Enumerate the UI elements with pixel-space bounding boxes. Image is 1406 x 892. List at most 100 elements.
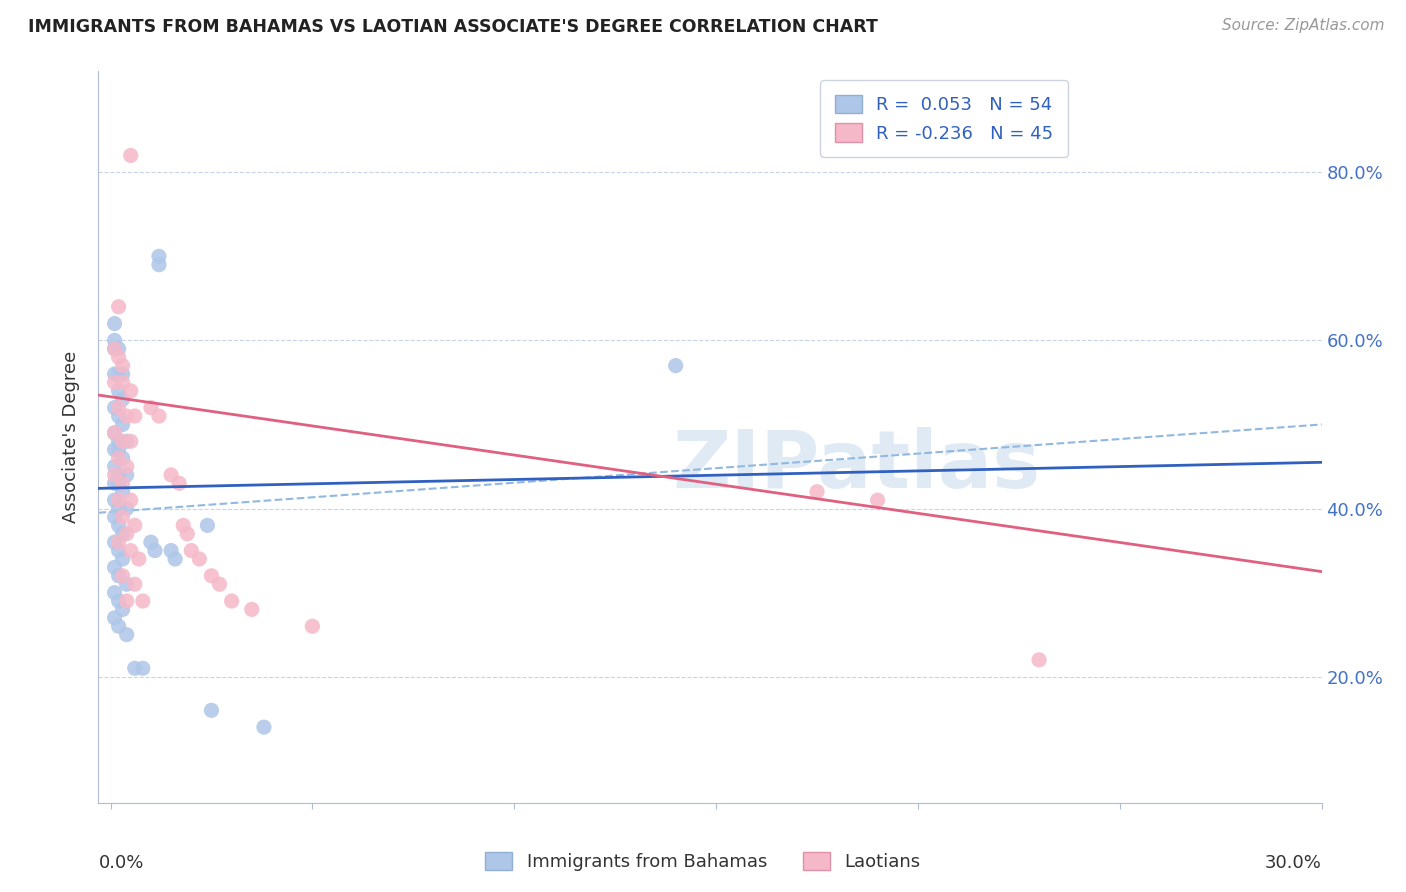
- Point: [866, 493, 889, 508]
- Point: [197, 518, 219, 533]
- Point: [176, 526, 198, 541]
- Point: [120, 434, 142, 449]
- Point: [120, 493, 142, 508]
- Text: Source: ZipAtlas.com: Source: ZipAtlas.com: [1222, 18, 1385, 33]
- Point: [240, 602, 263, 616]
- Point: [139, 535, 162, 549]
- Point: [124, 661, 146, 675]
- Point: [107, 442, 129, 457]
- Point: [103, 317, 125, 331]
- Point: [107, 619, 129, 633]
- Point: [111, 476, 134, 491]
- Text: ZIPatlas: ZIPatlas: [672, 427, 1040, 506]
- Point: [115, 526, 138, 541]
- Text: 0.0%: 0.0%: [98, 854, 143, 872]
- Point: [107, 569, 129, 583]
- Point: [111, 417, 134, 432]
- Point: [180, 543, 202, 558]
- Legend: Immigrants from Bahamas, Laotians: Immigrants from Bahamas, Laotians: [478, 845, 928, 879]
- Point: [115, 594, 138, 608]
- Point: [107, 501, 129, 516]
- Point: [103, 611, 125, 625]
- Point: [301, 619, 323, 633]
- Point: [103, 585, 125, 599]
- Point: [111, 552, 134, 566]
- Point: [107, 409, 129, 423]
- Point: [107, 350, 129, 364]
- Point: [200, 703, 222, 717]
- Point: [132, 594, 155, 608]
- Point: [103, 493, 125, 508]
- Point: [111, 569, 134, 583]
- Point: [132, 661, 155, 675]
- Point: [107, 594, 129, 608]
- Point: [103, 401, 125, 415]
- Point: [208, 577, 231, 591]
- Point: [107, 367, 129, 381]
- Point: [103, 535, 125, 549]
- Point: [172, 518, 194, 533]
- Point: [148, 258, 170, 272]
- Point: [124, 577, 146, 591]
- Point: [107, 543, 129, 558]
- Legend: R =  0.053   N = 54, R = -0.236   N = 45: R = 0.053 N = 54, R = -0.236 N = 45: [821, 80, 1069, 157]
- Point: [103, 342, 125, 356]
- Point: [107, 518, 129, 533]
- Point: [115, 467, 138, 482]
- Point: [806, 484, 828, 499]
- Point: [103, 442, 125, 457]
- Point: [107, 434, 129, 449]
- Text: 30.0%: 30.0%: [1265, 854, 1322, 872]
- Point: [111, 434, 134, 449]
- Point: [111, 359, 134, 373]
- Point: [103, 376, 125, 390]
- Point: [103, 425, 125, 440]
- Point: [167, 476, 190, 491]
- Point: [111, 484, 134, 499]
- Point: [115, 409, 138, 423]
- Point: [107, 342, 129, 356]
- Point: [188, 552, 211, 566]
- Point: [253, 720, 276, 734]
- Point: [115, 501, 138, 516]
- Point: [200, 569, 222, 583]
- Point: [107, 300, 129, 314]
- Point: [107, 493, 129, 508]
- Point: [221, 594, 243, 608]
- Point: [124, 409, 146, 423]
- Point: [107, 384, 129, 398]
- Point: [111, 392, 134, 407]
- Point: [103, 510, 125, 524]
- Y-axis label: Associate's Degree: Associate's Degree: [62, 351, 80, 524]
- Point: [148, 409, 170, 423]
- Point: [143, 543, 166, 558]
- Point: [111, 451, 134, 466]
- Point: [103, 334, 125, 348]
- Point: [148, 249, 170, 263]
- Point: [115, 434, 138, 449]
- Point: [128, 552, 150, 566]
- Point: [107, 401, 129, 415]
- Point: [103, 459, 125, 474]
- Point: [115, 459, 138, 474]
- Point: [107, 476, 129, 491]
- Point: [103, 342, 125, 356]
- Text: IMMIGRANTS FROM BAHAMAS VS LAOTIAN ASSOCIATE'S DEGREE CORRELATION CHART: IMMIGRANTS FROM BAHAMAS VS LAOTIAN ASSOC…: [28, 18, 877, 36]
- Point: [107, 451, 129, 466]
- Point: [160, 467, 183, 482]
- Point: [103, 560, 125, 574]
- Point: [115, 627, 138, 641]
- Point: [120, 148, 142, 162]
- Point: [120, 384, 142, 398]
- Point: [111, 367, 134, 381]
- Point: [124, 518, 146, 533]
- Point: [111, 510, 134, 524]
- Point: [107, 467, 129, 482]
- Point: [120, 543, 142, 558]
- Point: [107, 535, 129, 549]
- Point: [111, 376, 134, 390]
- Point: [115, 577, 138, 591]
- Point: [103, 425, 125, 440]
- Point: [665, 359, 688, 373]
- Point: [111, 526, 134, 541]
